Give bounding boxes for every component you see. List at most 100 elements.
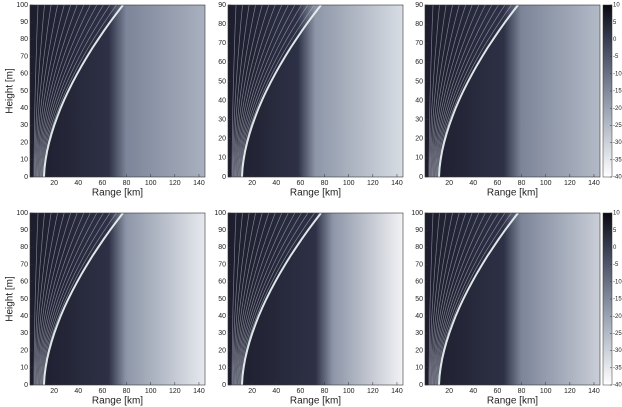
fringe [36,4,65,178]
y-tick-label: 70 [218,40,226,47]
x-tick-label: 140 [588,388,600,395]
field [30,213,205,385]
y-tick-label: 90 [218,227,226,234]
fringe [39,4,91,178]
colorbar-tick-label: 5 [613,228,617,234]
fringe [434,4,486,178]
fringe [431,212,460,386]
fringe [241,212,322,386]
field [425,5,600,177]
fringe [233,212,250,386]
fringe [436,4,499,178]
fringe [433,4,473,178]
y-tick-label: 40 [415,97,423,104]
fringe [436,212,499,386]
y-axis-label: Height [m] [5,68,16,114]
colorbar-tick-label: -30 [613,140,622,146]
colorbar-tick-label: -30 [613,348,622,354]
fringe [40,4,98,178]
colorbar-tick-label: -5 [613,262,619,268]
x-tick-label: 60 [494,180,502,187]
panel: 20 40 60 80 100 120 1400102030405060708090Rang… [218,2,404,199]
fringe [42,212,117,386]
y-tick-label: 80 [415,244,423,251]
x-tick-label: 100 [540,180,552,187]
y-tick-label: 50 [415,296,423,303]
panel: 20 40 60 80 100 120 1400102030405060708090100R… [5,2,206,199]
y-tick-label: 20 [415,136,423,143]
fringe [231,4,237,177]
fringe [232,4,243,177]
y-tick-label: 40 [415,313,423,320]
panel: 20 40 60 80 100 120 1400102030405060708090Rang… [415,2,622,199]
panel: 20 40 60 80 100 120 1400102030405060708090100R… [5,210,206,407]
x-tick-label: 140 [193,180,205,187]
x-axis-label: Range [km] [290,396,341,407]
fringe [434,4,480,178]
x-tick-label: 20 [50,388,58,395]
fringe [240,4,309,178]
fringe [39,212,91,386]
fringe [432,212,467,386]
y-tick-label: 60 [20,279,28,286]
x-tick-label: 140 [391,180,403,187]
y-tick-label: 30 [415,330,423,337]
y-tick-label: 60 [415,59,423,66]
x-tick-label: 100 [343,388,355,395]
y-tick-label: 50 [20,88,28,95]
x-tick-label: 120 [367,180,379,187]
x-tick-label: 60 [99,388,107,395]
x-tick-label: 40 [469,388,477,395]
fringe [42,4,117,178]
colorbar-tick-label: -10 [613,71,622,77]
y-tick-label: 80 [415,21,423,28]
y-tick-label: 90 [20,227,28,234]
fringe [34,212,45,385]
x-tick-label: 100 [145,388,157,395]
y-tick-label: 20 [218,136,226,143]
y-tick-label: 20 [218,347,226,354]
fringe [42,212,111,386]
y-tick-label: 100 [214,210,226,217]
y-tick-label: 50 [415,78,423,85]
y-tick-label: 80 [20,36,28,43]
y-tick-label: 100 [411,210,423,217]
fringe [433,212,473,386]
x-tick-label: 20 [50,180,58,187]
fringe [39,212,85,386]
fringe [430,212,453,386]
x-axis-label: Range [km] [92,188,143,199]
y-tick-label: 70 [20,261,28,268]
fringe [40,212,98,386]
y-tick-label: 40 [218,97,226,104]
colorbar-tick-label: 10 [613,211,620,217]
x-axis-label: Range [km] [92,396,143,407]
fringe [434,212,480,386]
y-tick-label: 70 [415,40,423,47]
colorbar-tick-label: 5 [613,20,617,26]
y-tick-label: 50 [20,296,28,303]
x-tick-label: 40 [272,388,280,395]
fringe [430,4,447,178]
y-tick-label: 40 [20,313,28,320]
x-tick-label: 80 [123,388,131,395]
x-tick-label: 20 [248,180,256,187]
x-tick-label: 60 [99,180,107,187]
fringe [429,212,440,385]
y-tick-label: 100 [16,2,28,9]
fringe [238,4,296,178]
colorbar-tick-label: -15 [613,297,622,303]
colorbar-tick-label: 10 [613,3,620,9]
y-tick-label: 30 [218,117,226,124]
fringe [232,212,243,385]
y-tick-label: 90 [218,2,226,9]
fringe [237,212,283,386]
fringe [438,4,519,178]
fringe [241,4,322,178]
fringe [38,212,78,386]
fringe [429,4,440,177]
y-tick-label: 90 [415,227,423,234]
panel: 20 40 60 80 100 120 1400102030405060708090100R… [411,210,622,407]
plot-frame [227,4,404,178]
y-tick-label: 30 [20,122,28,129]
